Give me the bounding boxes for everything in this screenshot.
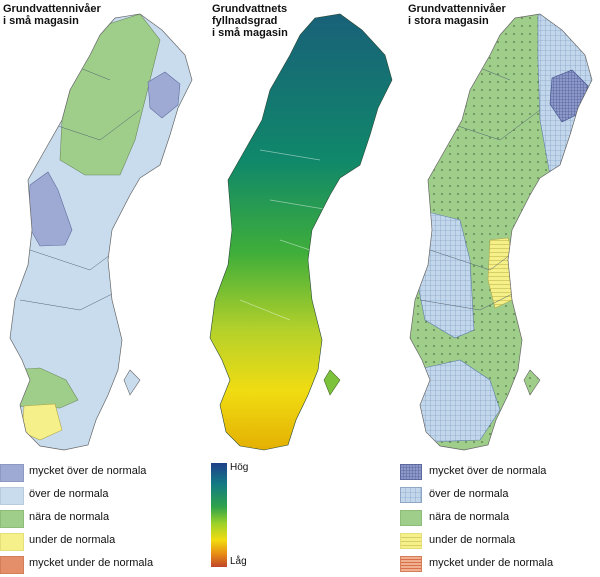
panel-title-small-levels: Grundvattennivåer i små magasin — [3, 3, 101, 27]
panel-title-large-levels: Grundvattennivåer i stora magasin — [408, 3, 506, 27]
legend-label: nära de normala — [29, 511, 110, 523]
legend-large-levels: mycket över de normala över de normala n… — [400, 462, 595, 577]
legend-label: över de normala — [29, 488, 109, 500]
legend-label: över de normala — [429, 488, 509, 500]
legend-label: under de normala — [429, 534, 516, 546]
legend-swatch — [0, 556, 24, 574]
panel-title-line: i små magasin — [212, 27, 288, 39]
panel-title-line: Grundvattennivåer — [408, 3, 506, 15]
legend-swatch — [400, 487, 422, 503]
legend-swatch — [0, 487, 24, 505]
panel-title-line: fyllnadsgrad — [212, 15, 278, 27]
legend-swatch — [400, 510, 422, 526]
panel-title-fill-degree: Grundvattnets fyllnadsgrad i små magasin — [212, 3, 288, 39]
legend-label: mycket över de normala — [29, 465, 147, 477]
panel-title-line: i stora magasin — [408, 15, 489, 27]
maps-canvas — [9, 13, 593, 451]
legend-label: under de normala — [29, 534, 116, 546]
legend-item: mycket över de normala — [0, 462, 190, 485]
legend-item: under de normala — [400, 531, 595, 554]
legend-swatch — [400, 533, 422, 549]
legend-item: mycket över de normala — [400, 462, 595, 485]
colorbar-low-label: Låg — [230, 556, 247, 567]
legend-item: över de normala — [0, 485, 190, 508]
map-small-levels — [9, 13, 193, 451]
legend-item: nära de normala — [400, 508, 595, 531]
legend-small-levels: mycket över de normala över de normala n… — [0, 462, 190, 577]
colorbar-high-label: Hög — [230, 462, 249, 473]
legend-item: mycket under de normala — [400, 554, 595, 577]
fill-degree-colorbar — [211, 463, 227, 567]
legend-item: mycket under de normala — [0, 554, 190, 577]
map-large-levels — [409, 13, 593, 451]
legend-label: mycket över de normala — [429, 465, 547, 477]
panel-title-line: i små magasin — [3, 15, 79, 27]
legend-label: mycket under de normala — [429, 557, 554, 569]
panel-title-line: Grundvattennivåer — [3, 3, 101, 15]
legend-swatch — [0, 533, 24, 551]
legend-swatch — [0, 510, 24, 528]
legend-item: över de normala — [400, 485, 595, 508]
legend-swatch — [400, 556, 422, 572]
legend-swatch — [0, 464, 24, 482]
legend-label: nära de normala — [429, 511, 510, 523]
legend-item: under de normala — [0, 531, 190, 554]
legend-label: mycket under de normala — [29, 557, 154, 569]
legend-item: nära de normala — [0, 508, 190, 531]
legend-swatch — [400, 464, 422, 480]
panel-title-line: Grundvattnets — [212, 3, 288, 15]
map-fill-degree — [209, 13, 393, 451]
